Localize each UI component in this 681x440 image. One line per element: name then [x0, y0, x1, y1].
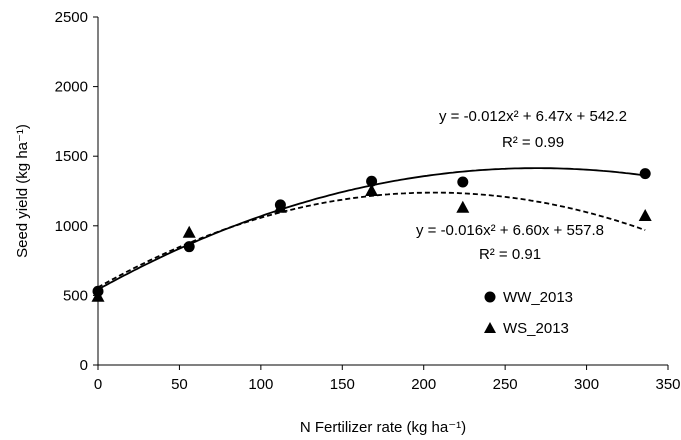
x-tick-label: 350	[655, 376, 680, 393]
equation-ww: y = -0.012x² + 6.47x + 542.2	[439, 108, 627, 125]
data-points	[91, 168, 652, 302]
point-ws_2013	[456, 200, 470, 213]
x-tick-label: 300	[574, 376, 599, 393]
r2-ws: R² = 0.91	[479, 246, 541, 263]
legend-label-ws: WS_2013	[503, 320, 569, 337]
y-axis-label: Seed yield (kg ha⁻¹)	[14, 124, 31, 258]
y-tick-label: 0	[80, 357, 88, 374]
point-ww_2013	[183, 241, 195, 253]
x-tick-label: 150	[330, 376, 355, 393]
point-ww_2013	[366, 175, 378, 187]
x-tick-label: 200	[411, 376, 436, 393]
x-tick-label: 100	[248, 376, 273, 393]
point-ws_2013	[273, 200, 287, 213]
equation-ws: y = -0.016x² + 6.60x + 557.8	[416, 222, 604, 239]
r2-ww: R² = 0.99	[502, 134, 564, 151]
y-tick-label: 2500	[55, 9, 88, 26]
point-ww_2013	[457, 176, 469, 188]
plot-frame	[98, 17, 668, 365]
legend-label-ww: WW_2013	[503, 289, 573, 306]
point-ws_2013	[365, 184, 379, 196]
legend-marker-ww	[484, 291, 496, 303]
point-ws_2013	[182, 225, 196, 238]
x-axis-label: N Fertilizer rate (kg ha⁻¹)	[300, 419, 466, 436]
fit-curve-ws_2013	[97, 191, 646, 289]
y-tick-label: 1500	[55, 148, 88, 165]
axes: 0 500 1000 1500 2000 2500 0 50 100 150 200 250 300 35…	[55, 9, 681, 393]
x-tick-label: 250	[493, 376, 518, 393]
legend-marker-ws	[484, 322, 496, 333]
plot-area	[98, 17, 668, 365]
point-ws_2013	[638, 209, 652, 222]
y-tick-label: 500	[63, 287, 88, 304]
legend: WW_2013 WS_2013	[484, 289, 573, 337]
y-tick-label: 2000	[55, 79, 88, 96]
x-tick-label: 50	[171, 376, 188, 393]
point-ws_2013	[91, 289, 105, 302]
y-tick-label: 1000	[55, 218, 88, 235]
x-tick-label: 0	[94, 376, 102, 393]
point-ww_2013	[639, 168, 651, 180]
